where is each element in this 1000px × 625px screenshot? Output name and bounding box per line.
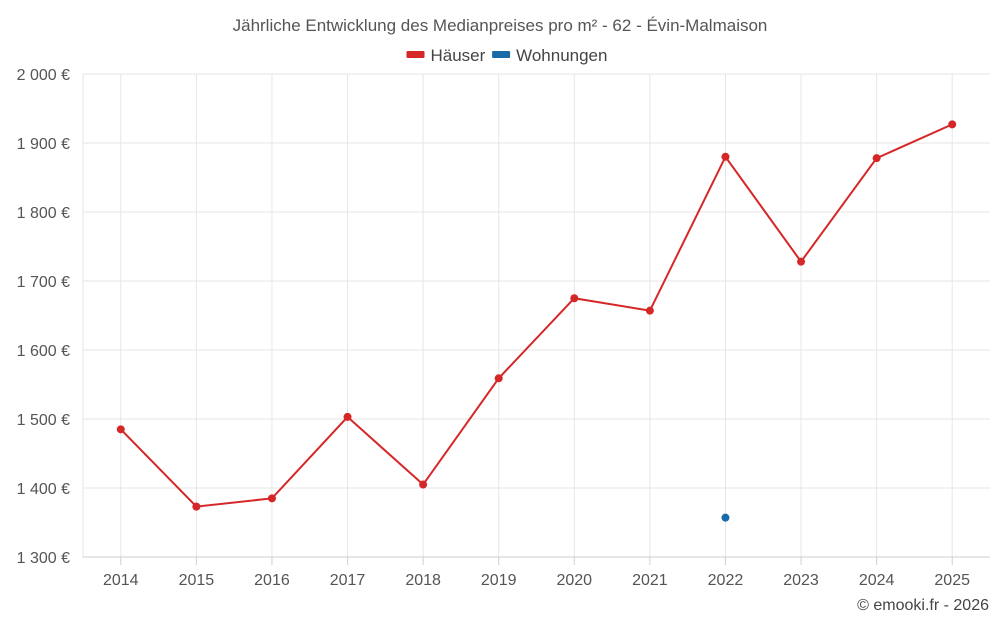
x-tick-label: 2014 <box>103 572 139 589</box>
data-point[interactable] <box>343 412 352 421</box>
y-tick-label: 1 600 € <box>17 343 70 360</box>
data-point[interactable] <box>872 154 881 163</box>
legend-swatch <box>492 51 511 58</box>
y-tick-label: 1 700 € <box>17 274 70 291</box>
series-wohnungen <box>721 513 730 522</box>
y-tick-label: 1 800 € <box>17 205 70 222</box>
x-tick-label: 2024 <box>859 572 895 589</box>
data-point[interactable] <box>192 502 201 511</box>
data-point[interactable] <box>948 120 957 129</box>
data-point[interactable] <box>721 152 730 161</box>
y-axis: 1 300 € 1 400 € 1 500 € 1 600 € 1 700 € 1 800… <box>17 67 70 567</box>
x-tick-label: 2018 <box>405 572 441 589</box>
legend-swatch <box>406 51 425 58</box>
data-point[interactable] <box>116 425 125 434</box>
data-point[interactable] <box>494 374 503 383</box>
legend-label: Häuser <box>431 46 486 65</box>
x-tick-label: 2023 <box>783 572 819 589</box>
y-tick-label: 1 400 € <box>17 481 70 498</box>
x-tick-label: 2022 <box>708 572 744 589</box>
data-point[interactable] <box>645 306 654 315</box>
x-tick-label: 2016 <box>254 572 290 589</box>
legend: Häuser Wohnungen <box>406 46 607 65</box>
x-axis: 2014 2015 2016 2017 2018 2019 2020 2021 2022 2023… <box>83 556 990 589</box>
x-tick-label: 2025 <box>934 572 970 589</box>
data-point[interactable] <box>267 494 276 503</box>
x-tick-label: 2019 <box>481 572 517 589</box>
data-point[interactable] <box>797 257 806 266</box>
y-tick-label: 1 900 € <box>17 136 70 153</box>
x-tick-label: 2017 <box>330 572 366 589</box>
credit-text: © emooki.fr - 2026 <box>857 597 989 614</box>
x-tick-label: 2015 <box>179 572 215 589</box>
data-point[interactable] <box>419 480 428 489</box>
legend-label: Wohnungen <box>516 46 607 65</box>
data-point[interactable] <box>721 513 730 522</box>
x-tick-label: 2020 <box>556 572 592 589</box>
legend-item[interactable]: Häuser <box>406 46 486 65</box>
y-tick-label: 2 000 € <box>17 67 70 84</box>
series-line <box>120 123 953 508</box>
chart-title: Jährliche Entwicklung des Medianpreises … <box>233 16 768 35</box>
series-häuser <box>116 120 957 511</box>
x-tick-label: 2021 <box>632 572 668 589</box>
data-point[interactable] <box>570 294 579 303</box>
y-tick-label: 1 500 € <box>17 412 70 429</box>
y-tick-label: 1 300 € <box>17 550 70 567</box>
legend-item[interactable]: Wohnungen <box>492 46 607 65</box>
grid <box>82 73 990 558</box>
series-layer <box>116 120 957 522</box>
